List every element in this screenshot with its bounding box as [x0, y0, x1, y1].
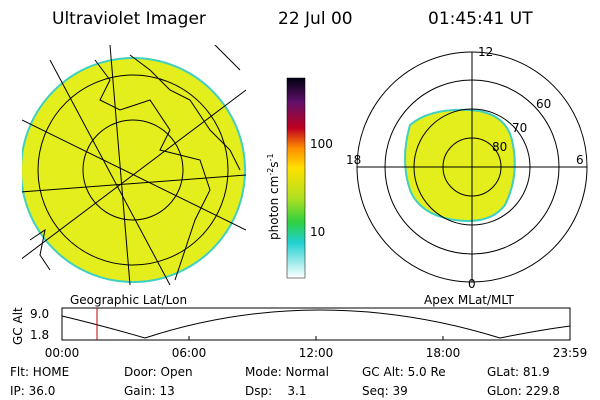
altitude-curve [61, 309, 571, 339]
alt-ytick: 1.8 [30, 328, 49, 342]
mlt-label: 12 [478, 45, 493, 59]
x-tick-label: 12:00 [299, 346, 334, 360]
mlt-label: 0 [468, 277, 476, 291]
geographic-image [22, 45, 246, 285]
status-field: Flt: HOME [10, 365, 69, 379]
status-field: GLon: 229.8 [487, 384, 560, 398]
time: 01:45:41 UT [428, 9, 533, 29]
x-tick-label: 23:59 [553, 346, 588, 360]
mlt-label: 6 [576, 153, 584, 167]
mlt-label: 18 [346, 153, 361, 167]
status-field: GC Alt: 5.0 Re [362, 365, 446, 379]
lat-label: 70 [512, 121, 527, 135]
alt-ylabel: GC Alt [11, 307, 25, 345]
lat-label: 80 [492, 140, 507, 154]
colorbar-label: photon cm-2s-1 [266, 153, 281, 240]
title: Ultraviolet Imager [52, 9, 206, 29]
date: 22 Jul 00 [278, 9, 353, 29]
label-exp: -2 [266, 168, 275, 176]
label-part: photon cm [267, 176, 281, 240]
colorbar-tick: 10 [310, 225, 325, 239]
x-tick-label: 18:00 [426, 346, 461, 360]
label-part: s [267, 161, 281, 167]
left-caption: Geographic Lat/Lon [70, 293, 187, 307]
label-exp: -1 [266, 153, 275, 161]
colorbar [286, 77, 306, 279]
x-tick-label: 06:00 [172, 346, 207, 360]
x-tick-label: 00:00 [45, 346, 80, 360]
status-field: Dsp: 3.1 [245, 384, 307, 398]
status-field: Mode: Normal [245, 365, 329, 379]
status-field: GLat: 81.9 [487, 365, 550, 379]
status-field: Door: Open [124, 365, 193, 379]
status-field: Gain: 13 [124, 384, 175, 398]
status-field: IP: 36.0 [10, 384, 55, 398]
polar-plot [356, 51, 588, 283]
lat-label: 60 [536, 97, 551, 111]
colorbar-tick: 100 [310, 137, 333, 151]
alt-ytick: 9.0 [30, 307, 49, 321]
right-caption: Apex MLat/MLT [424, 293, 514, 307]
status-field: Seq: 39 [362, 384, 408, 398]
